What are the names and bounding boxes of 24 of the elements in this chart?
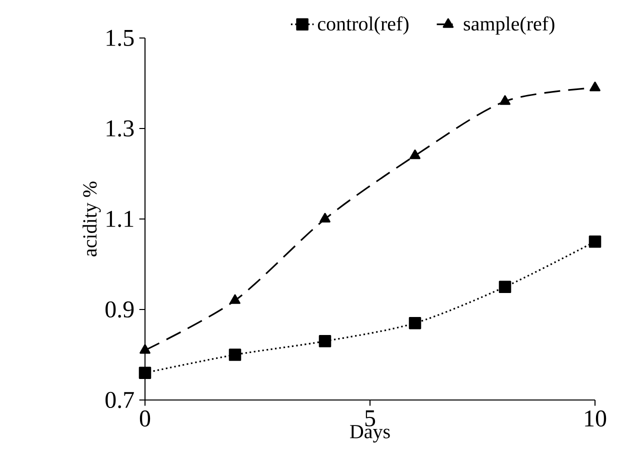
y-tick-label: 0.7	[106, 392, 134, 408]
point	[408, 316, 422, 330]
point	[590, 82, 600, 92]
y-tick-label: 1.3	[106, 120, 134, 137]
x-tick-label: 10	[585, 410, 606, 427]
y-tick-label: 1.5	[106, 30, 134, 46]
legend-label: control(ref)	[318, 16, 408, 35]
y-tick-label: 1.1	[106, 210, 134, 228]
point	[588, 235, 602, 248]
y-axis-title: acidity %	[82, 182, 101, 256]
point	[410, 150, 420, 160]
point	[500, 95, 510, 105]
legend-label: sample(ref)	[464, 16, 554, 35]
point	[138, 366, 152, 379]
point	[140, 344, 150, 354]
x-axis-title: Days	[350, 425, 390, 442]
point	[318, 335, 332, 348]
y-tick-label: 0.9	[106, 301, 134, 318]
point	[498, 280, 512, 294]
point	[320, 212, 330, 222]
point	[230, 294, 240, 304]
x-tick-label: 0	[140, 410, 150, 427]
point	[228, 348, 242, 361]
x-tick-label: 5	[365, 410, 376, 426]
